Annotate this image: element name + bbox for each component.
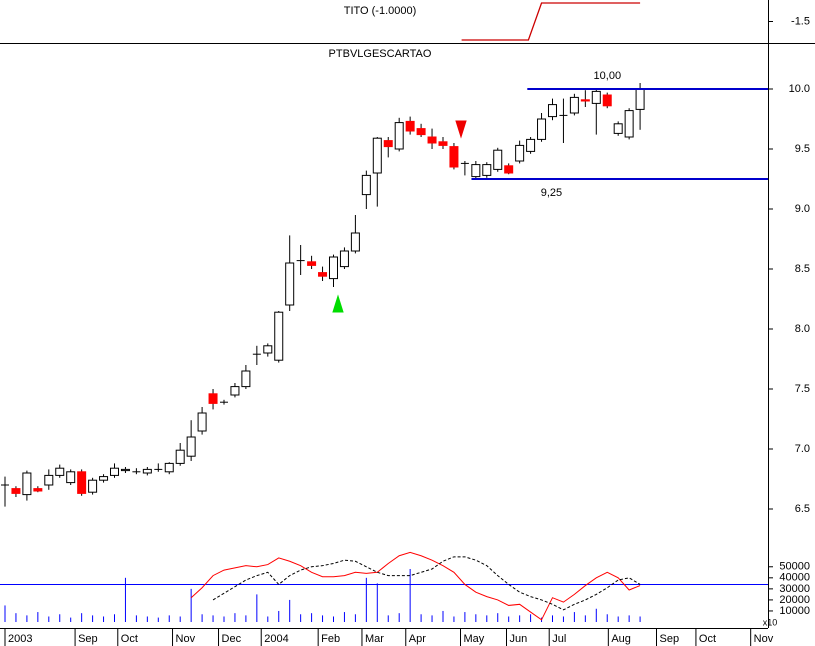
x-tick-label: Mar xyxy=(365,633,384,645)
candle-body xyxy=(55,467,65,476)
candle-body xyxy=(318,272,328,277)
candle-body xyxy=(285,262,295,306)
candle-body xyxy=(44,474,54,486)
sell-arrow xyxy=(455,120,467,139)
x-tick-label: 2003 xyxy=(8,633,32,645)
candle-body xyxy=(263,345,273,354)
y-tick-label: 8.5 xyxy=(795,263,810,275)
y-tick-label: 9.0 xyxy=(795,203,810,215)
candle-body xyxy=(482,164,492,176)
candle-body xyxy=(77,471,87,494)
candle-body xyxy=(383,140,393,148)
level-label: 10,00 xyxy=(594,70,622,82)
x-tick-label: Dec xyxy=(222,633,242,645)
candle-body xyxy=(33,488,43,492)
candle-body xyxy=(88,479,98,493)
y-tick-label: 8.0 xyxy=(795,323,810,335)
candle-body xyxy=(526,138,536,152)
y-tick-label: -1.5 xyxy=(791,15,810,27)
x-tick-label: Sep xyxy=(78,633,98,645)
candle-body xyxy=(164,462,174,473)
x-tick-label: Apr xyxy=(409,633,426,645)
y-tick-label: 30000 xyxy=(779,583,810,595)
candle-body xyxy=(99,476,109,481)
candle-body xyxy=(66,471,76,484)
candle-body xyxy=(569,96,579,114)
x-tick-label: Jun xyxy=(509,633,527,645)
candle-body xyxy=(186,436,196,457)
candle-body xyxy=(547,104,557,118)
candle-body xyxy=(504,165,514,174)
x-tick-label: Nov xyxy=(176,633,196,645)
candle-body xyxy=(175,449,185,464)
y-tick-label: 10000 xyxy=(779,605,810,617)
oscillator-line xyxy=(212,556,641,611)
x-tick-label: 2004 xyxy=(264,633,288,645)
candle-body xyxy=(427,136,437,144)
candle-body xyxy=(197,412,207,432)
indicator-line xyxy=(461,2,641,41)
indicator-title: TITO (-1.0000) xyxy=(344,5,417,17)
candle-body xyxy=(438,141,448,146)
y-tick-label: 10.0 xyxy=(789,83,810,95)
candle-body xyxy=(493,149,503,170)
chart-title: PTBVLGESCARTAO xyxy=(329,48,432,60)
candle-body xyxy=(22,472,32,496)
candle-body xyxy=(109,467,119,476)
y-tick-label: 6.5 xyxy=(795,503,810,515)
x-tick-label: Aug xyxy=(611,633,631,645)
y-tick-label: 7.5 xyxy=(795,383,810,395)
candle-body xyxy=(350,232,360,252)
candle-body xyxy=(328,256,338,280)
x-tick-label: Oct xyxy=(699,633,716,645)
candle-body xyxy=(230,386,240,396)
candle-body xyxy=(580,99,590,102)
y-tick-label: 40000 xyxy=(779,572,810,584)
candle-body xyxy=(307,261,317,266)
oscillator-line xyxy=(190,551,641,621)
candle-body xyxy=(515,144,525,162)
x-tick-label: Oct xyxy=(121,633,138,645)
buy-arrow xyxy=(332,294,344,313)
candle-body xyxy=(449,146,459,168)
unit-label: x10 xyxy=(763,617,778,627)
candle-body xyxy=(142,468,152,474)
candle-body xyxy=(416,128,426,136)
x-tick-label: Nov xyxy=(754,633,774,645)
x-tick-label: Feb xyxy=(321,633,340,645)
y-tick-label: 9.5 xyxy=(795,143,810,155)
candle-body xyxy=(120,468,130,472)
candle-body xyxy=(591,90,601,104)
candle-body xyxy=(208,393,218,404)
candle-body xyxy=(635,88,645,110)
candle-body xyxy=(339,250,349,268)
candle-body xyxy=(241,370,251,388)
y-tick-label: 7.0 xyxy=(795,443,810,455)
y-tick-label: 20000 xyxy=(779,594,810,606)
candle-body xyxy=(471,164,481,178)
candle-body xyxy=(361,174,371,196)
x-tick-label: Sep xyxy=(660,633,680,645)
level-label: 9,25 xyxy=(541,187,562,199)
candle-body xyxy=(405,120,415,132)
candle-body xyxy=(11,488,21,494)
y-tick-label: 50000 xyxy=(779,561,810,573)
candle-body xyxy=(613,123,623,134)
candle-body xyxy=(537,118,547,140)
candle-body xyxy=(372,137,382,174)
candle-body xyxy=(602,94,612,107)
candle-body xyxy=(274,311,284,361)
x-tick-label: May xyxy=(464,633,485,645)
candle-body xyxy=(624,110,634,138)
candle-body xyxy=(394,122,404,150)
x-tick-label: Jul xyxy=(552,633,566,645)
